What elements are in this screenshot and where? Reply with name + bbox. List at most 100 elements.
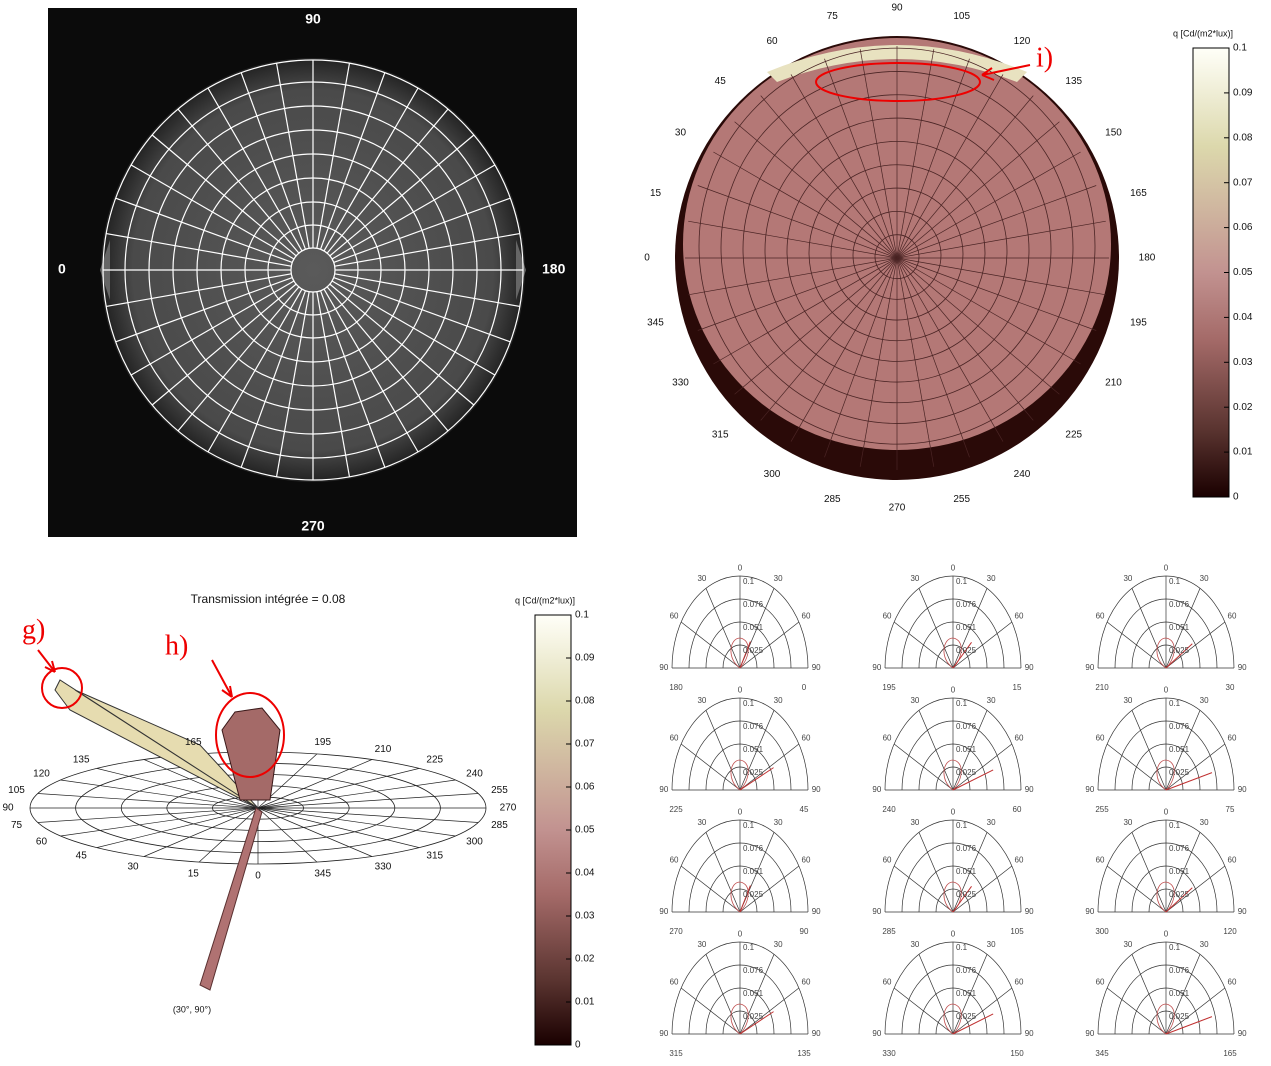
polar-spoke — [1131, 832, 1167, 913]
polar-angle-label: 30 — [1123, 696, 1132, 705]
grid-spoke — [334, 232, 520, 267]
colorbar-tick-label: 0 — [1233, 492, 1239, 503]
grid-spoke — [326, 286, 449, 432]
angle-label: 300 — [764, 469, 781, 480]
polar-beam — [952, 642, 972, 669]
polar-angle-label: 60 — [802, 734, 811, 743]
polar-radial-label: 0.076 — [1169, 722, 1190, 731]
plot-left-label: 270 — [669, 927, 683, 936]
angle-label: 30 — [675, 128, 687, 139]
colorbar-tick-label: 0.03 — [575, 911, 595, 922]
ellipse-spoke — [257, 807, 456, 837]
polar-angle-label: 90 — [812, 663, 821, 672]
polar-radial-label: 0.025 — [956, 890, 977, 899]
polar-radial-label: 0.025 — [743, 1012, 764, 1021]
polar-angle-label: 90 — [1085, 1029, 1094, 1038]
ellipse-spoke — [60, 807, 259, 837]
polar-spoke — [680, 987, 741, 1035]
polar-angle-label: 60 — [1228, 734, 1237, 743]
surface-spoke — [790, 74, 898, 259]
polar-spoke — [952, 865, 1013, 913]
polar-spoke — [705, 954, 741, 1035]
plot-right-label: 120 — [1223, 927, 1237, 936]
ellipse-spoke — [143, 759, 259, 809]
angle-label: 300 — [466, 837, 483, 848]
polar-angle-label: 0 — [951, 930, 956, 939]
polar-angle-label: 30 — [1200, 574, 1209, 583]
polar-angle-label: 30 — [697, 696, 706, 705]
polar-angle-label: 60 — [802, 612, 811, 621]
image-angle-label: 180 — [542, 261, 566, 277]
colorbar-tick-label: 0.05 — [1233, 267, 1253, 278]
surface-spoke — [896, 151, 1081, 259]
polar-radial-label: 0.1 — [956, 821, 968, 830]
annotation-arrow — [981, 64, 1031, 81]
plot-left-label: 315 — [669, 1049, 683, 1058]
polar-spoke — [680, 865, 741, 913]
polar-radial-label: 0.1 — [1169, 943, 1181, 952]
polar-spoke — [705, 832, 741, 913]
polar-angle-label: 30 — [987, 818, 996, 827]
plot-right-label: 90 — [800, 927, 809, 936]
grid-spoke — [329, 134, 475, 257]
grid-spoke — [106, 232, 292, 267]
arrow-g — [37, 649, 56, 673]
polar-spoke — [1106, 621, 1167, 669]
polar-spoke — [1131, 588, 1167, 669]
colorbar-tick-label: 0.08 — [1233, 132, 1253, 143]
surface-spoke — [688, 257, 898, 296]
highlight-h — [215, 692, 285, 778]
polar-angle-label: 90 — [872, 785, 881, 794]
surface-spoke — [734, 121, 898, 259]
polar-spoke — [1165, 621, 1226, 669]
grid-spoke — [319, 72, 386, 250]
polar-radial-label: 0.076 — [956, 722, 977, 731]
angle-label: 210 — [1105, 378, 1122, 389]
polar-angle-label: 90 — [812, 1029, 821, 1038]
grid-spoke — [177, 286, 300, 432]
surface-spoke — [697, 257, 898, 331]
plot-left-label: 330 — [882, 1049, 896, 1058]
angle-label: 0 — [644, 253, 650, 264]
grid-spoke — [151, 134, 297, 257]
polar-radial-label: 0.051 — [1169, 867, 1190, 876]
angle-label: 75 — [827, 11, 839, 22]
polar-angle-label: 90 — [1025, 785, 1034, 794]
polar-spoke — [952, 621, 1013, 669]
polar-angle-label: 30 — [910, 940, 919, 949]
polar-spoke — [1106, 743, 1167, 791]
polar-spoke — [680, 621, 741, 669]
polar-spoke — [893, 621, 954, 669]
grid-spoke — [319, 290, 386, 468]
polar-angle-label: 90 — [659, 907, 668, 916]
angle-label: 90 — [2, 803, 14, 814]
polar-curve — [730, 1003, 749, 1035]
polar-radial-label: 0.1 — [1169, 577, 1181, 586]
polar-angle-label: 30 — [774, 574, 783, 583]
polar-spoke — [952, 954, 988, 1035]
angle-label: 330 — [375, 862, 392, 873]
polar-radial-label: 0.025 — [1169, 1012, 1190, 1021]
colorbar-tick-label: 0.06 — [1233, 222, 1253, 233]
polar-radial-label: 0.051 — [956, 745, 977, 754]
surface-spoke — [896, 58, 970, 259]
polar-radial-label: 0.051 — [956, 989, 977, 998]
polar-beam — [1165, 772, 1213, 791]
ellipse-spoke — [37, 807, 259, 823]
colorbar-tick-label: 0.06 — [575, 782, 595, 793]
angle-label: 195 — [1130, 317, 1147, 328]
ellipse-spoke — [257, 807, 373, 857]
polar-radial-label: 0.076 — [743, 844, 764, 853]
polar-radial-label: 0.076 — [956, 844, 977, 853]
angle-label: 345 — [314, 868, 331, 879]
colorbar-tick-label: 0.02 — [1233, 402, 1253, 413]
polar-spoke — [918, 710, 954, 791]
angle-label: 60 — [766, 36, 778, 47]
polar-angle-label: 30 — [1123, 818, 1132, 827]
ellipse-spoke — [257, 807, 318, 863]
polar-angle-label: 60 — [1096, 856, 1105, 865]
polar-angle-label: 60 — [1096, 734, 1105, 743]
image-angle-label: 270 — [301, 518, 325, 534]
angle-label: 135 — [73, 755, 90, 766]
polar-spoke — [1165, 954, 1201, 1035]
